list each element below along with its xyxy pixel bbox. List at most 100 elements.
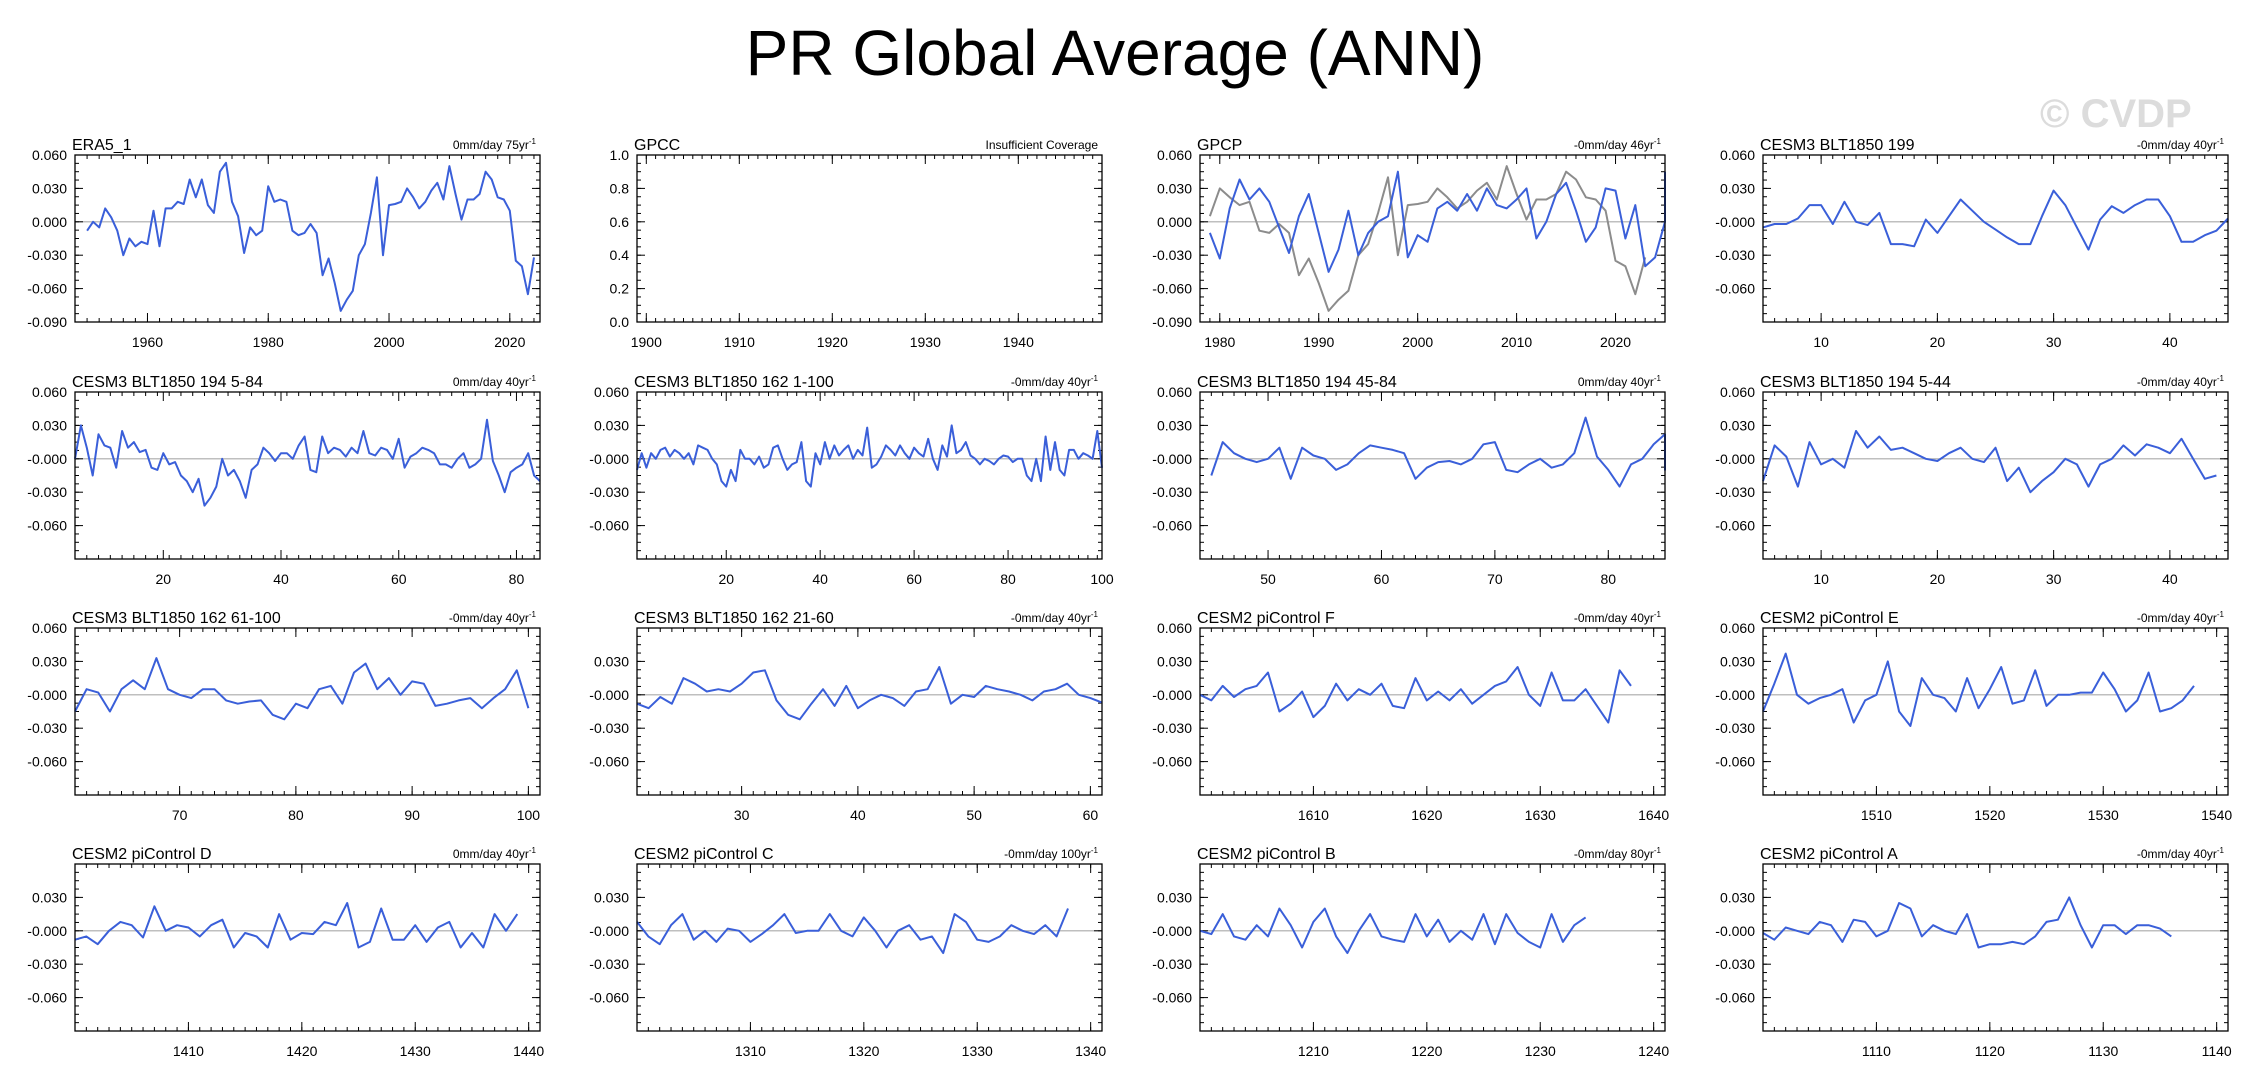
- y-tick-label: 0.030: [1157, 417, 1192, 433]
- plot-frame: [636, 154, 1103, 323]
- x-tick-label: 1210: [1298, 1043, 1329, 1059]
- y-tick-label: -0.000: [1715, 687, 1755, 703]
- plot-frame: [636, 391, 1103, 560]
- cvdp-watermark: © CVDP: [2040, 92, 2192, 136]
- trend-superscript: -1: [1654, 374, 1662, 383]
- series-line: [1762, 189, 2229, 251]
- y-tick-label: -0.060: [27, 281, 67, 297]
- y-tick-label: -0.030: [1715, 956, 1755, 972]
- x-tick-label: 60: [1374, 571, 1390, 587]
- y-tick-label: 0.030: [1720, 417, 1755, 433]
- x-tick-label: 1310: [735, 1043, 766, 1059]
- panel-trend-label: -0mm/day 40yr-1: [2137, 374, 2225, 389]
- y-tick-label: 0.060: [32, 147, 67, 163]
- x-tick-label: 50: [1260, 571, 1276, 587]
- x-tick-label: 1910: [724, 334, 755, 350]
- x-tick-label: 40: [273, 571, 289, 587]
- x-tick-label: 2020: [494, 334, 525, 350]
- x-tick-label: 1530: [2088, 807, 2119, 823]
- x-tick-label: 100: [1090, 571, 1114, 587]
- y-tick-label: 0.030: [32, 417, 67, 433]
- y-tick-label: 0.2: [610, 281, 630, 297]
- y-tick-label: -0.030: [1715, 720, 1755, 736]
- y-tick-label: -0.060: [1715, 990, 1755, 1006]
- panel-trend-label: -0mm/day 40yr-1: [2137, 137, 2225, 152]
- x-tick-label: 2020: [1600, 334, 1631, 350]
- y-tick-label: 0.6: [610, 214, 630, 230]
- panel-13: CESM2 piControl C -0mm/day 100yr-1 0.030 -0…: [589, 846, 1106, 1059]
- y-tick-label: -0.060: [27, 990, 67, 1006]
- y-tick-label: 0.060: [1157, 620, 1192, 636]
- panel-0: ERA5_1 0mm/day 75yr-1 0.060 0.030 0.000 -0.03…: [27, 137, 541, 350]
- plot-frame: [1762, 863, 2229, 1032]
- y-tick-label: 0.000: [32, 214, 67, 230]
- y-tick-label: -0.030: [27, 247, 67, 263]
- trend-superscript: -1: [1091, 846, 1099, 855]
- panel-trend-label: -0mm/day 40yr-1: [1574, 610, 1662, 625]
- y-tick-label: 0.060: [32, 620, 67, 636]
- panel-10: CESM2 piControl F -0mm/day 40yr-1 0.060 0.0…: [1152, 610, 1669, 823]
- x-tick-label: 100: [517, 807, 541, 823]
- x-tick-label: 20: [156, 571, 172, 587]
- plot-frame: [1199, 863, 1666, 1032]
- x-tick-label: 1540: [2201, 807, 2232, 823]
- panel-title: CESM3 BLT1850 194 45-84: [1197, 374, 1397, 391]
- x-tick-label: 1110: [1862, 1043, 1891, 1059]
- plot-frame: [74, 154, 541, 323]
- y-tick-label: -0.030: [27, 956, 67, 972]
- series-line: [86, 161, 535, 312]
- series-line: [1762, 652, 2195, 727]
- x-tick-label: 60: [391, 571, 407, 587]
- x-tick-label: 1520: [1974, 807, 2005, 823]
- panel-trend-label: 0mm/day 75yr-1: [453, 137, 537, 152]
- x-tick-label: 20: [1930, 571, 1946, 587]
- panel-9: CESM3 BLT1850 162 21-60 -0mm/day 40yr-1 0.…: [589, 610, 1103, 823]
- y-tick-label: -0.060: [27, 754, 67, 770]
- x-tick-label: 1410: [173, 1043, 204, 1059]
- x-tick-label: 70: [1487, 571, 1503, 587]
- panel-title: GPCC: [634, 137, 680, 154]
- panel-trend-label: -0mm/day 40yr-1: [1011, 610, 1099, 625]
- panel-title: CESM2 piControl D: [72, 846, 212, 863]
- x-tick-label: 1220: [1411, 1043, 1442, 1059]
- trend-superscript: -1: [1091, 610, 1099, 619]
- x-tick-label: 1610: [1298, 807, 1329, 823]
- x-tick-label: 60: [1083, 807, 1099, 823]
- panel-trend-label: -0mm/day 80yr-1: [1574, 846, 1662, 861]
- panel-title: ERA5_1: [72, 137, 132, 154]
- plot-frame: [1762, 627, 2229, 796]
- plot-frame: [1762, 154, 2229, 323]
- x-tick-label: 40: [812, 571, 828, 587]
- panel-3: CESM3 BLT1850 199 -0mm/day 40yr-1 0.060 0.0…: [1715, 137, 2229, 350]
- y-tick-label: -0.060: [589, 518, 629, 534]
- panel-6: CESM3 BLT1850 194 45-84 0mm/day 40yr-1 0.0…: [1152, 374, 1666, 587]
- y-tick-label: -0.030: [27, 720, 67, 736]
- y-tick-label: 0.060: [594, 384, 629, 400]
- x-tick-label: 1420: [286, 1043, 317, 1059]
- y-tick-label: 0.030: [1157, 653, 1192, 669]
- plot-frame: [1762, 391, 2229, 560]
- x-tick-label: 2000: [1402, 334, 1433, 350]
- y-tick-label: 0.030: [1720, 889, 1755, 905]
- x-tick-label: 1960: [132, 334, 163, 350]
- x-tick-label: 1340: [1075, 1043, 1106, 1059]
- y-tick-label: -0.030: [1715, 247, 1755, 263]
- panel-11: CESM2 piControl E -0mm/day 40yr-1 0.060 0.0…: [1715, 610, 2232, 823]
- series-line: [1199, 666, 1632, 724]
- trend-superscript: -1: [1654, 610, 1662, 619]
- plot-frame: [74, 391, 541, 560]
- y-tick-label: -0.030: [27, 484, 67, 500]
- y-tick-label: -0.060: [1152, 754, 1192, 770]
- panel-trend-label: 0mm/day 40yr-1: [453, 374, 537, 389]
- x-tick-label: 1930: [910, 334, 941, 350]
- plot-frame: [1199, 391, 1666, 560]
- x-tick-label: 1630: [1525, 807, 1556, 823]
- y-tick-label: 0.4: [610, 247, 630, 263]
- y-tick-label: -0.090: [27, 314, 67, 330]
- panel-2: GPCP -0mm/day 46yr-1 0.060 0.030 0.000 -0.030…: [1152, 137, 1666, 350]
- panel-trend-label: 0mm/day 40yr-1: [453, 846, 537, 861]
- series-line: [1208, 165, 1647, 312]
- y-tick-label: -0.000: [1152, 687, 1192, 703]
- x-tick-label: 40: [850, 807, 866, 823]
- panel-title: CESM3 BLT1850 194 5-84: [72, 374, 263, 391]
